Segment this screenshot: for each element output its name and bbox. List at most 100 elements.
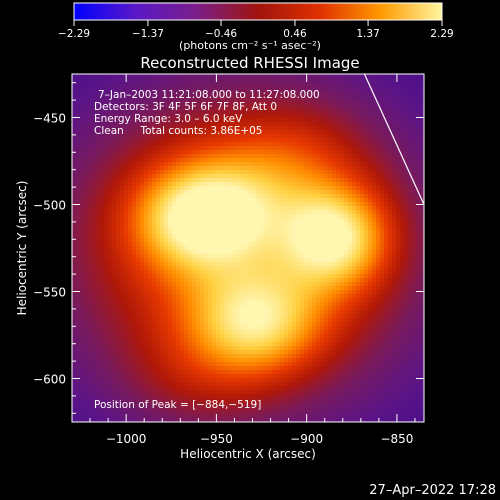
heatmap-cell — [124, 122, 129, 127]
heatmap-cell — [136, 182, 141, 187]
heatmap-cell — [124, 206, 129, 211]
heatmap-cell — [96, 202, 101, 207]
heatmap-cell — [156, 162, 161, 167]
heatmap-cell — [140, 134, 145, 139]
heatmap-cell — [348, 174, 353, 179]
heatmap-cell — [180, 278, 185, 283]
heatmap-cell — [272, 166, 277, 171]
heatmap-cell — [416, 162, 421, 167]
heatmap-cell — [136, 90, 141, 95]
heatmap-cell — [292, 242, 297, 247]
heatmap-cell — [368, 74, 373, 79]
heatmap-cell — [156, 202, 161, 207]
heatmap-cell — [384, 158, 389, 163]
heatmap-cell — [276, 202, 281, 207]
heatmap-cell — [404, 150, 409, 155]
heatmap-cell — [72, 122, 77, 127]
heatmap-cell — [244, 202, 249, 207]
heatmap-cell — [332, 202, 337, 207]
heatmap-cell — [324, 202, 329, 207]
heatmap-cell — [404, 182, 409, 187]
heatmap-cell — [288, 82, 293, 87]
heatmap-cell — [368, 198, 373, 203]
heatmap-cell — [236, 254, 241, 259]
heatmap-cell — [236, 282, 241, 287]
heatmap-cell — [388, 78, 393, 83]
heatmap-cell — [184, 246, 189, 251]
heatmap-cell — [204, 294, 209, 299]
heatmap-cell — [220, 226, 225, 231]
heatmap-cell — [76, 122, 81, 127]
heatmap-cell — [268, 226, 273, 231]
heatmap-cell — [224, 142, 229, 147]
heatmap-cell — [96, 170, 101, 175]
heatmap-cell — [192, 130, 197, 135]
heatmap-cell — [408, 158, 413, 163]
heatmap-cell — [124, 278, 129, 283]
heatmap-cell — [112, 178, 117, 183]
heatmap-cell — [412, 186, 417, 191]
heatmap-cell — [384, 130, 389, 135]
heatmap-cell — [264, 230, 269, 235]
heatmap-cell — [92, 182, 97, 187]
heatmap-cell — [96, 238, 101, 243]
heatmap-cell — [316, 194, 321, 199]
heatmap-cell — [144, 286, 149, 291]
heatmap-cell — [280, 198, 285, 203]
heatmap-cell — [88, 210, 93, 215]
heatmap-cell — [220, 134, 225, 139]
heatmap-cell — [380, 134, 385, 139]
heatmap-cell — [420, 186, 424, 191]
heatmap-cell — [300, 266, 305, 271]
heatmap-cell — [116, 234, 121, 239]
heatmap-cell — [316, 214, 321, 219]
heatmap-cell — [212, 130, 217, 135]
heatmap-cell — [88, 146, 93, 151]
heatmap-cell — [220, 102, 225, 107]
heatmap-cell — [360, 150, 365, 155]
heatmap-cell — [372, 274, 377, 279]
heatmap-cell — [244, 206, 249, 211]
heatmap-cell — [396, 106, 401, 111]
heatmap-cell — [252, 126, 257, 131]
heatmap-cell — [368, 282, 373, 287]
heatmap-cell — [328, 230, 333, 235]
heatmap-cell — [288, 254, 293, 259]
heatmap-cell — [364, 190, 369, 195]
heatmap-cell — [152, 258, 157, 263]
heatmap-cell — [292, 214, 297, 219]
heatmap-cell — [420, 122, 424, 127]
heatmap-cell — [296, 158, 301, 163]
heatmap-cell — [268, 110, 273, 115]
heatmap-cell — [192, 190, 197, 195]
heatmap-cell — [80, 154, 85, 159]
heatmap-cell — [172, 242, 177, 247]
heatmap-cell — [120, 206, 125, 211]
heatmap-cell — [276, 98, 281, 103]
heatmap-cell — [172, 162, 177, 167]
heatmap-cell — [192, 234, 197, 239]
heatmap-cell — [360, 174, 365, 179]
heatmap-cell — [292, 150, 297, 155]
heatmap-cell — [240, 258, 245, 263]
heatmap-cell — [88, 130, 93, 135]
heatmap-cell — [104, 142, 109, 147]
heatmap-cell — [240, 114, 245, 119]
heatmap-cell — [232, 186, 237, 191]
heatmap-cell — [288, 230, 293, 235]
heatmap-cell — [316, 246, 321, 251]
heatmap-cell — [236, 278, 241, 283]
heatmap-cell — [364, 274, 369, 279]
heatmap-cell — [112, 250, 117, 255]
heatmap-cell — [356, 122, 361, 127]
heatmap-cell — [148, 166, 153, 171]
heatmap-cell — [228, 182, 233, 187]
heatmap-cell — [328, 182, 333, 187]
heatmap-cell — [192, 250, 197, 255]
heatmap-cell — [212, 262, 217, 267]
heatmap-cell — [264, 90, 269, 95]
heatmap-cell — [220, 170, 225, 175]
heatmap-cell — [236, 110, 241, 115]
heatmap-cell — [352, 130, 357, 135]
heatmap-cell — [136, 198, 141, 203]
